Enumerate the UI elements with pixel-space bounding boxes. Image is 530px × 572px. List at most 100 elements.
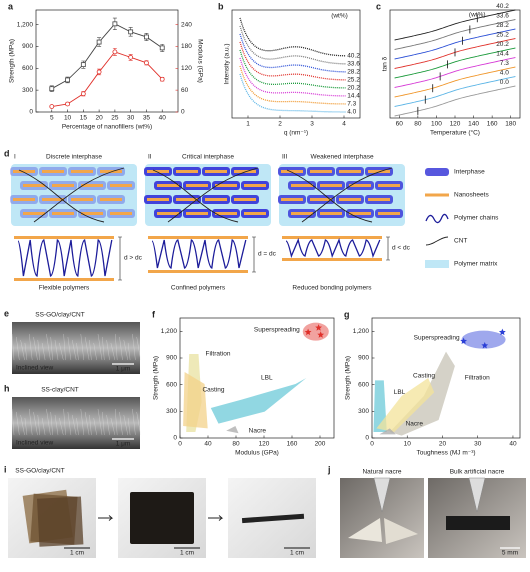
scale-label: 1 cm [180, 550, 194, 557]
nanosheet [339, 170, 361, 173]
texture [16, 411, 20, 436]
legend-title: (wt%) [469, 12, 486, 19]
y-tick-label: 300 [358, 408, 369, 415]
x-tick-label: 10 [404, 441, 412, 448]
nanosheet [42, 198, 64, 201]
material-region [210, 378, 307, 424]
legend-icon [425, 260, 449, 268]
nanosheet [157, 212, 179, 215]
film [130, 492, 194, 544]
stage-caption: Flexible polymers [39, 285, 90, 292]
x-tick-label: 80 [232, 441, 240, 448]
star-point [460, 337, 468, 345]
curve-label: 7.3 [500, 60, 509, 67]
nanosheet [13, 198, 35, 201]
texture [97, 408, 103, 436]
texture [50, 411, 53, 436]
image-title: SS-clay/CNT [41, 387, 79, 394]
x-tick-label: 60 [396, 121, 404, 128]
material-region [379, 428, 396, 435]
texture [33, 336, 38, 361]
nanosheet [52, 184, 74, 187]
panel-letter: e [4, 308, 9, 318]
nanosheet [71, 198, 93, 201]
series-label: Superspreading [414, 334, 460, 341]
gap-relation: d = dc [258, 251, 277, 258]
marker [159, 45, 165, 51]
axes-frame [35, 9, 179, 113]
x-tick-label: 160 [287, 441, 298, 448]
curve-label: 25.2 [496, 32, 509, 39]
texture [84, 336, 90, 361]
x-tick-label: 3 [310, 121, 314, 128]
texture [132, 408, 136, 436]
tan-delta-curve [394, 19, 516, 50]
x-tick-label: 4 [342, 121, 346, 128]
y-tick-label: 0 [173, 435, 177, 442]
panel-letter: f [152, 309, 156, 319]
curve-label: 33.6 [347, 61, 360, 68]
cnt [301, 167, 393, 223]
y-tick-label: 900 [22, 43, 33, 50]
cnt [286, 169, 373, 223]
y-tick-label: 600 [22, 65, 33, 72]
nanosheet [291, 184, 313, 187]
tan-delta-curve [394, 28, 516, 60]
nanosheet [349, 184, 371, 187]
legend-label: CNT [454, 238, 467, 245]
material-region [376, 378, 435, 432]
legend-icon [425, 168, 449, 176]
legend-label: Polymer chains [454, 215, 499, 222]
texture [63, 408, 66, 436]
y-tick-label: 0 [29, 109, 33, 116]
curve-label: 4.0 [500, 70, 509, 77]
legend-label: Nanosheets [454, 192, 489, 199]
marker [112, 49, 118, 55]
texture [115, 408, 118, 436]
nanosheet [186, 184, 208, 187]
texture [102, 411, 105, 436]
tan-delta-curve [394, 66, 516, 98]
sample [384, 518, 418, 544]
region-label: Casting [202, 387, 224, 394]
nanosheet [320, 184, 342, 187]
curve-label: 40.2 [347, 53, 360, 60]
gap-marker [118, 236, 122, 281]
texture [106, 339, 110, 361]
curve-label: 20.2 [347, 85, 360, 92]
curve-label: 14.4 [347, 93, 360, 100]
scattering-curve [239, 25, 346, 65]
texture [20, 414, 25, 436]
stage-numeral: III [282, 154, 288, 161]
tan-delta-curve [394, 85, 516, 117]
texture [80, 408, 84, 436]
nanosheet [205, 198, 227, 201]
marker [112, 21, 118, 27]
panel-letter: d [4, 148, 10, 158]
nanosheet [205, 170, 227, 173]
x-tick-label: 120 [450, 121, 461, 128]
marker [96, 69, 102, 75]
nanosheet [281, 198, 303, 201]
texture [16, 336, 20, 361]
region-label: Filtration [465, 375, 490, 382]
y2-tick-label: 60 [181, 87, 189, 94]
material-region [389, 351, 455, 436]
marker [159, 76, 165, 82]
nanosheet [157, 184, 179, 187]
nanosheet [176, 170, 198, 173]
texture [46, 333, 51, 361]
x-tick-label: 200 [315, 441, 326, 448]
y-axis-label: Strength (MPa) [345, 356, 352, 400]
indenter [468, 477, 486, 513]
marker [128, 54, 134, 60]
cnt [33, 167, 125, 223]
panel-letter: b [218, 1, 224, 11]
scattering-curve [239, 73, 346, 113]
tan-delta-curve [394, 76, 516, 107]
marker [65, 77, 70, 83]
texture [33, 411, 38, 436]
nanosheet [110, 184, 132, 187]
x-tick-label: 0 [370, 441, 374, 448]
arrow [208, 515, 224, 521]
